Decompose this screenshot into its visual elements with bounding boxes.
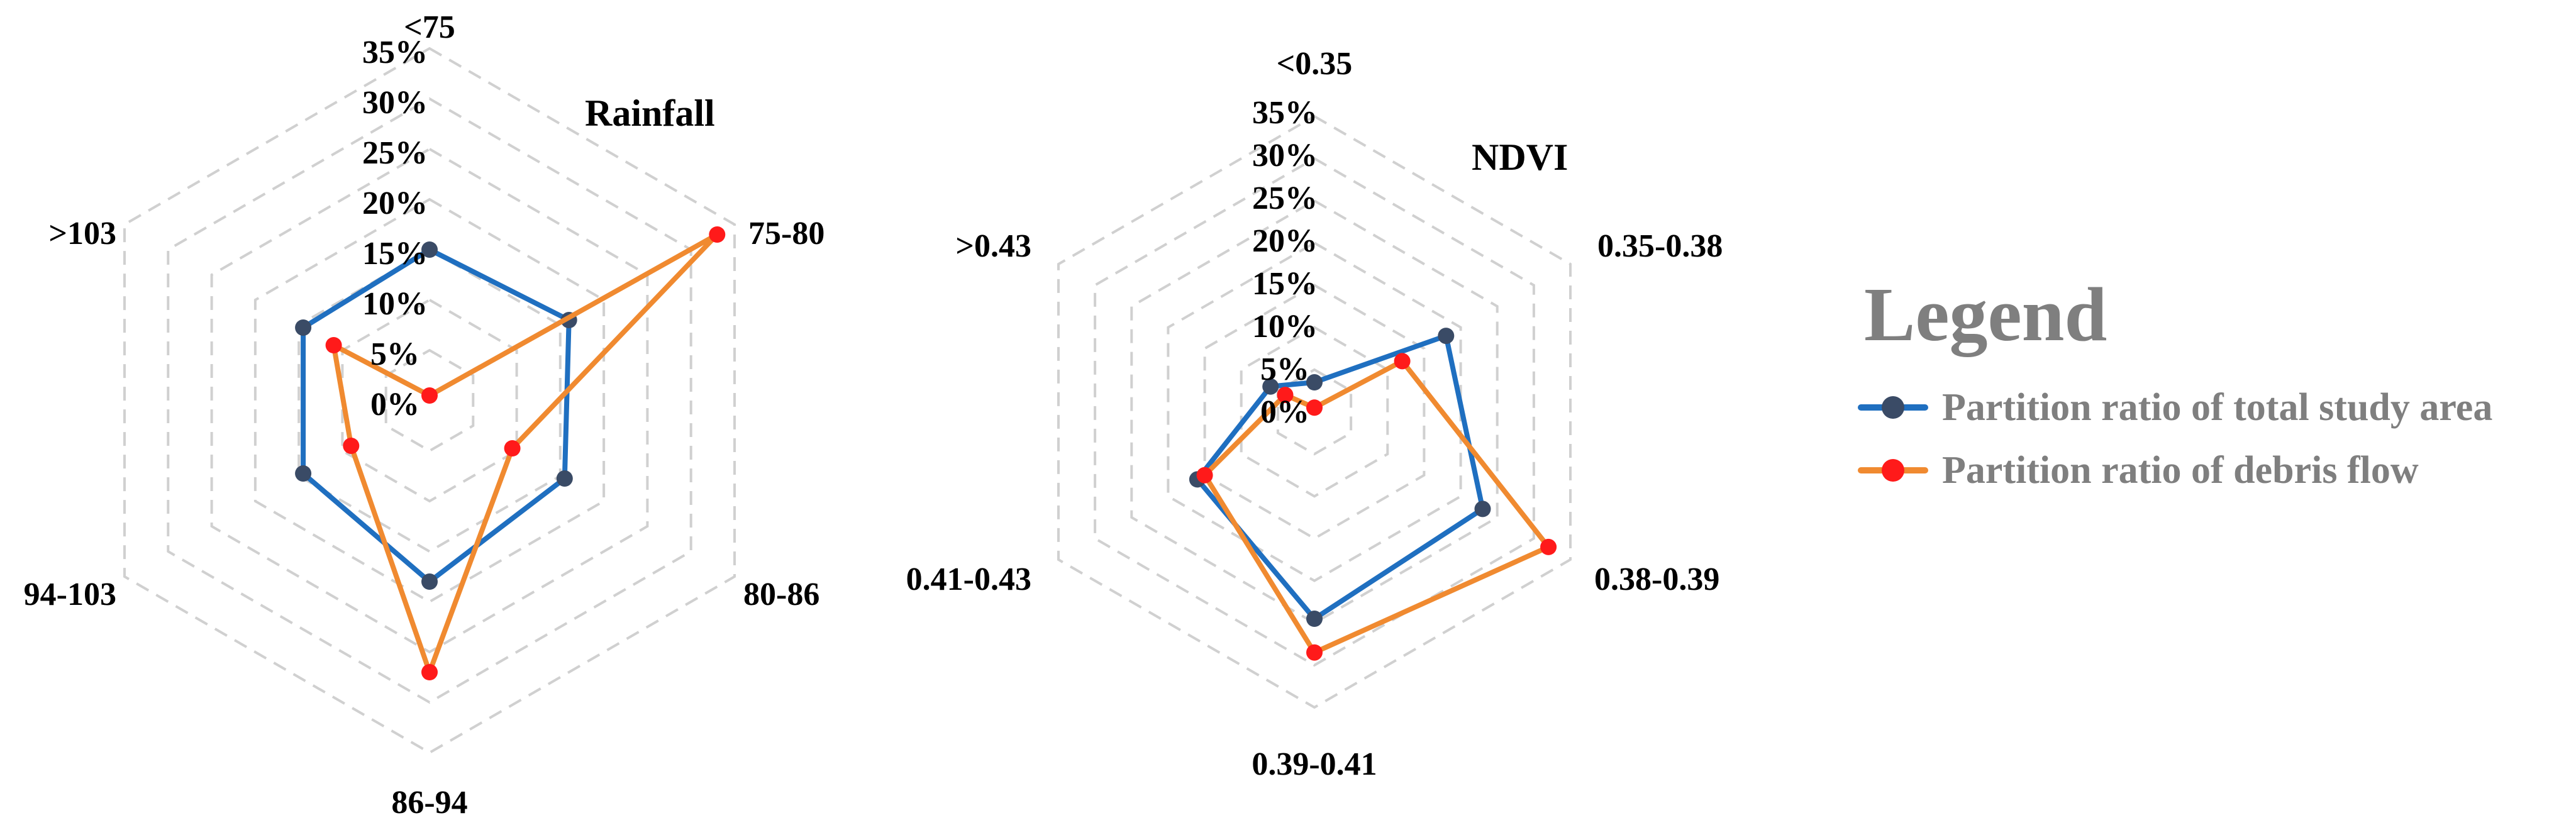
point-debris-103 xyxy=(325,337,342,353)
legend: Legend Partition ratio of total study ar… xyxy=(1855,277,2572,502)
legend-label-debris: Partition ratio of debris flow xyxy=(1942,448,2419,492)
tick-label: 10% xyxy=(1252,309,1318,345)
tick-label: 30% xyxy=(1252,138,1318,174)
grid-ring xyxy=(1276,368,1353,456)
category-label-0-41-0-43: 0.41-0.43 xyxy=(906,562,1031,597)
category-label-86-94: 86-94 xyxy=(391,785,467,821)
category-label-75: <75 xyxy=(404,9,455,45)
grid-ring xyxy=(253,197,606,604)
tick-label: 25% xyxy=(1252,180,1318,216)
tick-label: 0% xyxy=(1260,394,1309,430)
grid-ring xyxy=(1167,241,1462,582)
legend-label-total: Partition ratio of total study area xyxy=(1942,385,2493,429)
point-total-103 xyxy=(295,319,312,336)
category-label-0-35: <0.35 xyxy=(1277,46,1353,82)
tick-label: 10% xyxy=(362,286,428,322)
point-debris-86-94 xyxy=(421,664,438,680)
category-label-80-86: 80-86 xyxy=(743,577,819,612)
point-debris-0-35-0-38 xyxy=(1394,353,1411,370)
point-total-0-35 xyxy=(1306,374,1323,390)
tick-label: 15% xyxy=(1252,266,1318,302)
point-total-0-38-0-39 xyxy=(1474,501,1491,517)
tick-label: 30% xyxy=(362,85,428,121)
category-label-0-39-0-41: 0.39-0.41 xyxy=(1252,746,1377,782)
category-label-0-38-0-39: 0.38-0.39 xyxy=(1594,562,1719,597)
category-label-94-103: 94-103 xyxy=(24,577,116,612)
point-total-86-94 xyxy=(421,573,438,590)
point-debris-0-43 xyxy=(1277,387,1294,404)
grid-ring xyxy=(1094,157,1535,667)
tick-label: 20% xyxy=(1252,223,1318,259)
category-label-103: >103 xyxy=(48,216,116,252)
point-total-75 xyxy=(421,241,438,258)
legend-swatch-total xyxy=(1855,389,1931,426)
point-debris-75 xyxy=(421,387,438,404)
category-label-75-80: 75-80 xyxy=(748,216,824,252)
point-debris-0-35 xyxy=(1306,399,1323,416)
grid-ring xyxy=(1203,284,1426,540)
category-label-0-43: >0.43 xyxy=(955,228,1031,264)
chart-title-rainfall: Rainfall xyxy=(585,92,715,134)
point-debris-94-103 xyxy=(343,438,360,454)
category-label-0-35-0-38: 0.35-0.38 xyxy=(1597,228,1723,264)
tick-label: 5% xyxy=(370,336,419,372)
grid-ring xyxy=(123,47,736,755)
point-total-0-39-0-41 xyxy=(1306,611,1323,627)
tick-label: 5% xyxy=(1260,351,1309,387)
legend-entry-total: Partition ratio of total study area xyxy=(1855,376,2572,439)
tick-label: 25% xyxy=(362,135,428,171)
grid-ring xyxy=(1240,326,1389,498)
point-total-0-35-0-38 xyxy=(1438,328,1455,345)
legend-swatch-debris xyxy=(1855,451,1931,489)
point-total-80-86 xyxy=(556,470,573,487)
legend-title: Legend xyxy=(1864,272,2107,357)
tick-label: 15% xyxy=(362,236,428,272)
grid-ring xyxy=(1130,199,1499,625)
legend-entry-debris: Partition ratio of debris flow xyxy=(1855,439,2572,502)
tick-label: 0% xyxy=(370,387,419,423)
tick-label: 35% xyxy=(1252,95,1318,131)
chart-title-ndvi: NDVI xyxy=(1472,136,1568,178)
point-debris-75-80 xyxy=(709,226,726,243)
point-debris-0-38-0-39 xyxy=(1540,538,1557,555)
point-total-0-43 xyxy=(1262,378,1279,395)
point-debris-0-41-0-43 xyxy=(1196,467,1213,484)
grid-ring xyxy=(1057,114,1572,709)
point-total-94-103 xyxy=(295,465,312,482)
tick-label: 20% xyxy=(362,185,428,221)
point-debris-0-39-0-41 xyxy=(1306,644,1323,661)
tick-label: 35% xyxy=(362,35,428,70)
point-debris-80-86 xyxy=(504,440,521,456)
